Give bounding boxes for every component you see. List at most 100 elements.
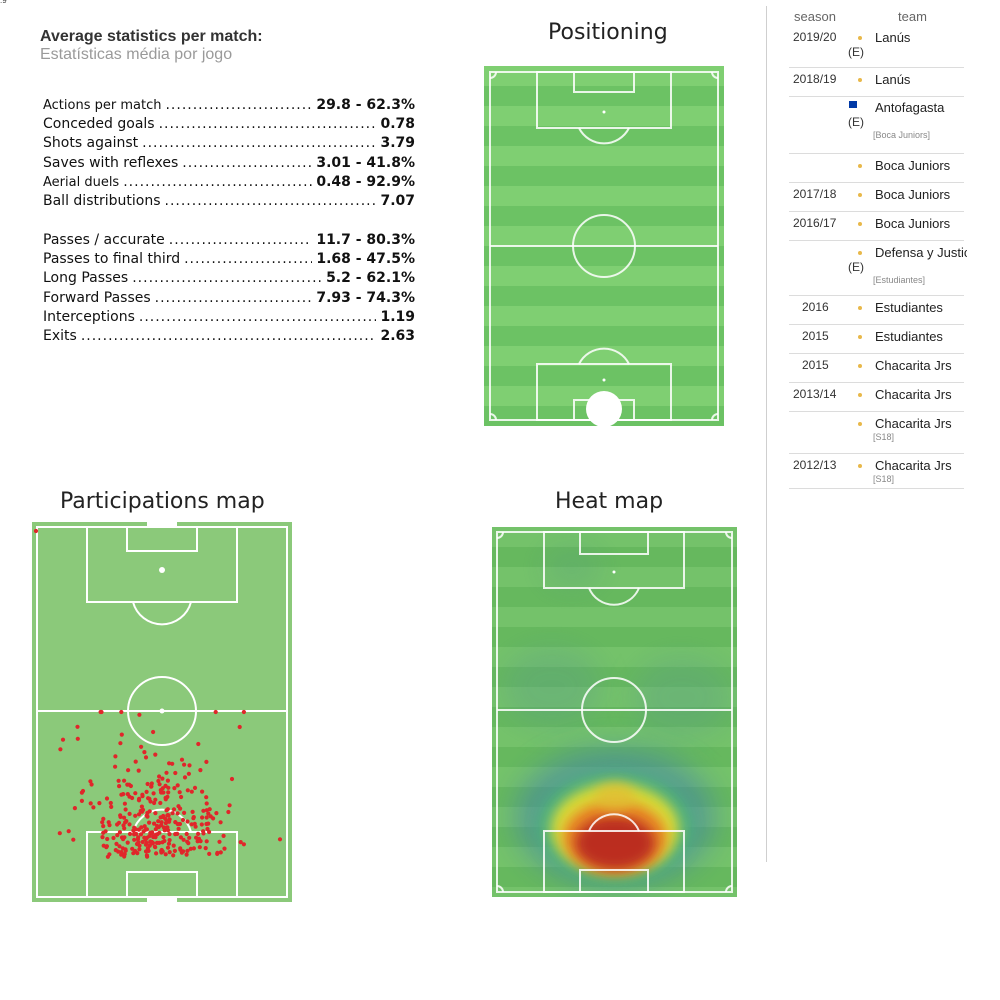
- participation-dot: [130, 795, 135, 801]
- participation-dot: [113, 848, 118, 853]
- participation-dot: [165, 778, 170, 783]
- career-season: 2012/13: [793, 458, 837, 472]
- career-team-link[interactable]: Chacarita Jrs: [875, 458, 952, 473]
- participation-dot: [182, 762, 187, 767]
- career-row[interactable]: 2016 Estudiantes: [789, 300, 964, 325]
- participation-dot: [166, 790, 171, 795]
- participation-dot: [167, 838, 172, 843]
- career-loan-marker: (E): [848, 115, 864, 129]
- leader-dots: [155, 290, 313, 306]
- participation-dot: [137, 796, 142, 801]
- career-row[interactable]: 2016/17 Boca Juniors: [789, 216, 964, 241]
- career-note: [S18]: [873, 474, 895, 484]
- participation-dot: [201, 808, 206, 813]
- participation-dot: [196, 831, 201, 836]
- participation-dot: [181, 837, 186, 842]
- participation-dot: [214, 811, 219, 816]
- career-row[interactable]: Antofagasta (E) [Boca Juniors]: [789, 100, 964, 154]
- participation-dot: [204, 801, 209, 806]
- stat-row: Conceded goals 0.78: [43, 116, 415, 135]
- participation-dot: [163, 783, 168, 788]
- career-row[interactable]: 2013/14 Chacarita Jrs: [789, 387, 964, 412]
- career-team-link[interactable]: Chacarita Jrs: [875, 416, 952, 431]
- stat-row: Actions per match 29.8 - 62.3%: [43, 97, 415, 116]
- career-team-link[interactable]: Estudiantes: [875, 300, 943, 315]
- participation-dot: [137, 712, 142, 717]
- participation-dot: [60, 737, 66, 742]
- leader-dots: [142, 135, 376, 151]
- participation-dot: [171, 853, 176, 858]
- participation-dot: [138, 832, 144, 837]
- career-note: [Boca Juniors]: [873, 130, 931, 140]
- participation-dot: [185, 848, 190, 853]
- career-team-link[interactable]: Chacarita Jrs: [875, 387, 952, 402]
- participation-dot: [142, 750, 147, 755]
- participation-dot: [153, 827, 158, 832]
- participation-dot: [185, 819, 190, 824]
- career-note: [S18]: [873, 432, 895, 442]
- career-row[interactable]: Chacarita Jrs [S18]: [789, 416, 964, 454]
- career-team-link[interactable]: Defensa y Justicia: [875, 245, 967, 260]
- career-row[interactable]: 2015 Chacarita Jrs: [789, 358, 964, 383]
- career-season: 2016: [802, 300, 829, 314]
- stat-label: Shots against: [43, 135, 139, 152]
- career-team-link[interactable]: Lanús: [875, 72, 911, 87]
- career-team-link[interactable]: Lanús: [875, 30, 911, 45]
- participation-dot: [179, 757, 185, 762]
- career-row[interactable]: 2017/18 Boca Juniors: [789, 187, 964, 212]
- participation-dot: [140, 792, 145, 797]
- participation-dot: [204, 808, 209, 813]
- career-team-link[interactable]: Boca Juniors: [875, 158, 951, 173]
- participation-dot: [113, 754, 118, 759]
- participation-dot: [171, 843, 176, 848]
- career-row[interactable]: 2019/20 Lanús (E): [789, 30, 964, 68]
- participation-dot: [161, 790, 166, 795]
- participation-dot: [178, 835, 183, 840]
- participation-dot: [197, 845, 202, 850]
- participation-dot: [117, 784, 122, 789]
- participation-dot: [184, 831, 189, 837]
- stat-row: Saves with reflexes 3.01 - 41.8%: [43, 155, 415, 174]
- participation-dot: [101, 816, 106, 821]
- career-row[interactable]: Boca Juniors: [789, 158, 964, 183]
- career-team-link[interactable]: Boca Juniors: [875, 216, 951, 231]
- stat-value: 0.48 - 92.9%: [316, 173, 415, 190]
- stats-group-actions: Actions per match 29.8 - 62.3% Conceded g…: [43, 97, 415, 212]
- career-row[interactable]: 2012/13 Chacarita Jrs [S18]: [789, 458, 964, 489]
- participation-dot: [156, 778, 161, 784]
- participation-dot: [97, 801, 102, 806]
- participation-dot: [146, 848, 151, 853]
- career-row[interactable]: 2018/19 Lanús: [789, 72, 964, 97]
- participation-dot: [140, 807, 146, 812]
- participation-dot: [88, 779, 93, 784]
- stat-label: Long Passes: [43, 270, 129, 287]
- stat-value: 1.68 - 47.5%: [316, 251, 415, 268]
- career-team-link[interactable]: Estudiantes: [875, 329, 943, 344]
- participation-dot: [229, 776, 235, 782]
- career-row[interactable]: Defensa y Justicia (E) [Estudiantes]: [789, 245, 967, 296]
- career-row[interactable]: 2015 Estudiantes: [789, 329, 964, 354]
- participation-dot: [122, 801, 127, 806]
- participation-dot: [151, 791, 156, 796]
- career-team-link[interactable]: Chacarita Jrs: [875, 358, 952, 373]
- participation-dot: [122, 815, 127, 820]
- participation-dot: [241, 842, 246, 847]
- participation-dot: [186, 771, 191, 776]
- participation-dot: [207, 829, 212, 835]
- stat-label: Interceptions: [43, 308, 135, 325]
- participation-dot: [147, 809, 152, 814]
- participation-dot: [71, 837, 76, 842]
- career-team-link[interactable]: Boca Juniors: [875, 187, 951, 202]
- participation-dot: [107, 852, 112, 857]
- participation-dot: [72, 806, 77, 811]
- participation-dot: [172, 848, 177, 853]
- career-team-link[interactable]: Antofagasta: [875, 100, 945, 115]
- participation-dot: [111, 835, 116, 841]
- participation-dot: [123, 807, 128, 812]
- participation-dot: [218, 850, 223, 855]
- participation-dot: [75, 724, 80, 729]
- leader-dots: [81, 328, 377, 344]
- participation-dot: [187, 835, 192, 840]
- participation-dot: [171, 807, 177, 812]
- participation-dot: [91, 805, 96, 810]
